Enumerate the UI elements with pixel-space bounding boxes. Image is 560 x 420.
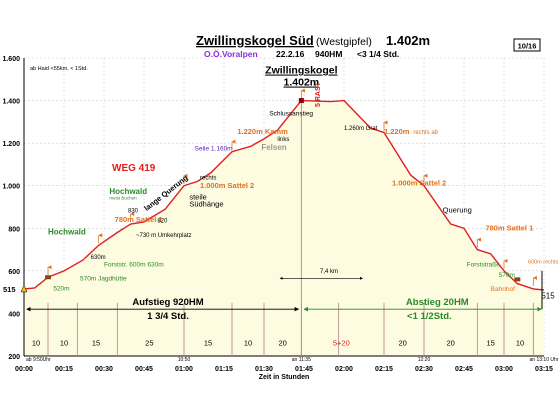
chart-annotation: Hochwald: [48, 228, 86, 237]
segment-minutes: 15: [486, 338, 494, 347]
chart-annotation: 780m Sattel 1: [485, 223, 533, 232]
chart-annotation: WEG 419: [112, 163, 156, 174]
chart-title-height: 1.402m: [386, 33, 430, 48]
x-tick-label: 00:15: [55, 366, 73, 373]
segment-minutes: 25: [145, 338, 153, 347]
y-tick-label: 1.400: [2, 99, 20, 106]
x-axis-label: Zeit in Stunden: [259, 374, 310, 381]
chart-annotation: 600m rechts: [528, 259, 559, 265]
subtitle-region: O.Ö.Voralpen: [204, 49, 258, 59]
descent-time: <1 1/2Std.: [407, 311, 452, 322]
x-tick-label: 00:30: [95, 366, 113, 373]
x-tick-label: 00:45: [135, 366, 153, 373]
chart-annotation: Forststr. 600m 630m: [104, 262, 164, 269]
subtitle-time: <3 1/4 Std.: [357, 49, 399, 59]
y-tick-label: 1.000: [2, 184, 20, 191]
chart-annotation: rechts: [200, 175, 216, 181]
chart-annotation: 570m Jagdhütte: [80, 275, 127, 282]
chart-annotation: 630m: [91, 255, 106, 261]
page-badge-box: [513, 38, 541, 52]
segment-minutes: 20: [446, 338, 454, 347]
chart-annotation: 820: [157, 218, 168, 224]
chart-annotation: 520m: [53, 285, 69, 292]
y-tick-label: 600: [8, 269, 20, 276]
chart-annotation: Felsen: [261, 143, 286, 152]
chart-annotation-rotated: 5 RAST: [315, 81, 322, 107]
ascent-time: 1 3/4 Std.: [147, 311, 189, 322]
x-tick-label: 00:00: [15, 366, 33, 373]
chart-annotation: meist Buchen: [109, 196, 137, 201]
chart-annotation: 570m: [499, 272, 515, 279]
start-height-label: 515: [3, 285, 16, 294]
profile-area: [24, 100, 544, 356]
summit-height: 1.402m: [284, 77, 320, 89]
chart-annotation: Hochwald: [109, 187, 147, 196]
segment-minutes: 10: [244, 338, 252, 347]
chart-annotation: ~730 m Umkehrplatz: [136, 233, 192, 239]
segment-minutes: 20: [278, 338, 286, 347]
chart-annotation: Schlussanstieg: [269, 110, 313, 117]
x-tick-label: 01:45: [295, 366, 313, 373]
time-stamp: ab 9:50Uhr: [26, 357, 51, 363]
y-tick-label: 800: [8, 226, 20, 233]
x-tick-label: 03:15: [535, 366, 553, 373]
chart-annotation: 7,4 km: [320, 269, 338, 275]
chart-annotation: Seile 1.160m: [195, 146, 233, 153]
plot-area: 200 400 600 800 1.000 1.200 1.400 1.600 00:00 00:…: [2, 56, 558, 381]
route-note: ab Haid <55km, < 1Std.: [30, 66, 88, 72]
station-marker: [514, 277, 521, 282]
y-tick-label: 200: [8, 354, 20, 361]
segment-minutes: 10: [60, 338, 68, 347]
subtitle-hm: 940HM: [315, 49, 342, 59]
descent-title: Abstieg 20HM: [406, 297, 469, 308]
y-tick-label: 1.200: [2, 141, 20, 148]
y-tick-label: 400: [8, 311, 20, 318]
segment-minutes: 10: [516, 338, 524, 347]
chart-title-main: Zwillingskogel Süd: [196, 33, 314, 48]
subtitle-date: 22.2.16: [276, 49, 305, 59]
chart-annotation: 1.000m Sattel 2: [392, 179, 446, 188]
time-stamp: 10:50: [178, 357, 191, 363]
ascent-title: Aufstieg 920HM: [132, 297, 203, 308]
chart-title-paren: (Westgipfel): [316, 36, 372, 48]
chart-annotation: 515: [541, 292, 555, 301]
chart-annotation: links: [277, 137, 289, 143]
chart-annotation: steile: [189, 193, 207, 202]
x-tick-label: 02:15: [375, 366, 393, 373]
segment-minutes: 15: [204, 338, 212, 347]
hut-marker: [45, 275, 51, 280]
x-tick-label: 02:45: [455, 366, 473, 373]
chart-annotation: rechts ab: [413, 130, 438, 136]
x-tick-label: 01:15: [215, 366, 233, 373]
summit-name: Zwillingskogel: [265, 65, 337, 77]
profile-line: [23, 99, 545, 291]
chart-annotation: 780m Sattel 1: [115, 215, 163, 224]
chart-annotation: Querung: [443, 205, 472, 214]
start-marker: [20, 284, 28, 293]
chart-annotation: Forststraße: [467, 262, 501, 269]
x-tick-label: 01:30: [255, 366, 273, 373]
y-tick-label: 1.600: [2, 56, 20, 63]
chart-annotation: 1.000m Sattel 2: [200, 181, 254, 190]
x-tick-label: 03:00: [495, 366, 513, 373]
time-stamp: 12:20: [418, 357, 431, 363]
chart-annotation: 830: [128, 208, 139, 214]
page-badge: 10/16: [518, 42, 537, 51]
chart-annotation: 1.220m Kamm: [237, 127, 288, 136]
time-stamp: an 13:10 Uhr: [530, 357, 559, 363]
x-tick-label: 02:30: [415, 366, 433, 373]
x-tick-label: 01:00: [175, 366, 193, 373]
segment-minutes: 10: [32, 338, 40, 347]
chart-annotation: Bahnhof: [491, 286, 515, 293]
chart-annotation: 1.260m Grat: [344, 126, 378, 132]
x-tick-label: 02:00: [335, 366, 353, 373]
segment-minutes: 20: [398, 338, 406, 347]
summit-marker: [298, 98, 304, 104]
chart-annotation: Südhänge: [189, 199, 223, 208]
chart-annotation: 1.220m: [384, 127, 410, 136]
segment-minutes: 5+20: [333, 338, 350, 347]
segment-minutes: 15: [92, 338, 100, 347]
time-stamp: an 11:35: [292, 357, 311, 363]
